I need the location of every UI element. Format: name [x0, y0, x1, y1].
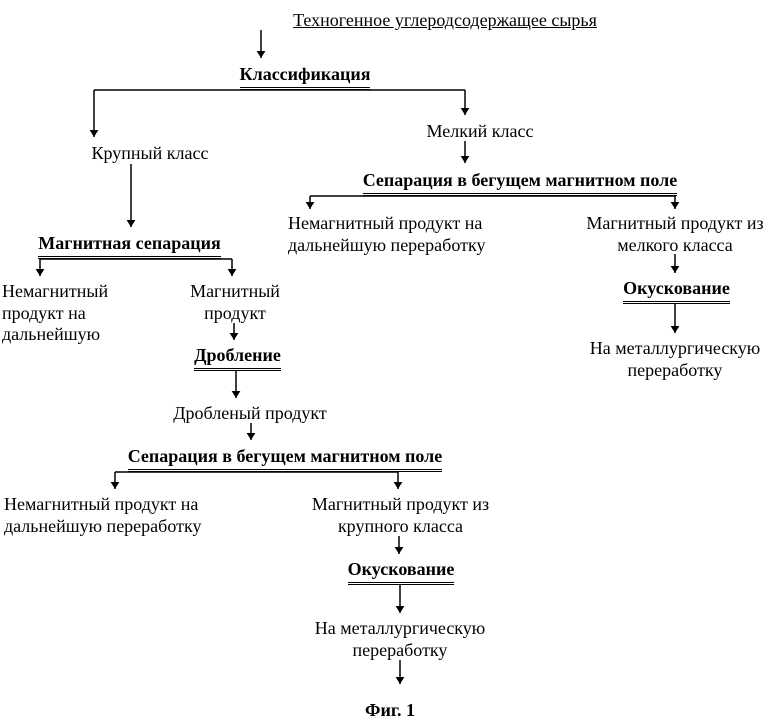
- flowchart-node: Техногенное углеродсодержащее сырья: [265, 10, 625, 32]
- flowchart-node: Классификация: [215, 64, 395, 90]
- flowchart-node: Мелкий класс: [400, 121, 560, 143]
- flowchart-node: Дробленый продукт: [160, 403, 340, 425]
- flowchart-node: На металлургическую переработку: [300, 618, 500, 661]
- flowchart-node: Немагнитный продукт на дальнейшую: [2, 281, 142, 346]
- flowchart-node: Дробление: [180, 345, 295, 371]
- flowchart-node: Окускование: [609, 278, 744, 304]
- flowchart-node: Окускование: [336, 559, 466, 585]
- flowchart-node: На металлургическую переработку: [575, 338, 775, 381]
- flowchart-node: Магнитный продукт: [170, 281, 300, 324]
- flowchart-node: Сепарация в бегущем магнитном поле: [305, 170, 735, 196]
- flowchart-node: Немагнитный продукт на дальнейшую перера…: [288, 213, 518, 256]
- figure-caption: Фиг. 1: [0, 700, 780, 722]
- flowchart-node: Немагнитный продукт на дальнейшую перера…: [4, 494, 229, 537]
- flowchart-node: Магнитный продукт из крупного класса: [298, 494, 503, 537]
- flowchart-node: Сепарация в бегущем магнитном поле: [100, 446, 470, 472]
- flowchart-node: Крупный класс: [70, 143, 230, 165]
- flowchart-node: Магнитная сепарация: [17, 233, 242, 259]
- flowchart-node: Магнитный продукт из мелкого класса: [575, 213, 775, 256]
